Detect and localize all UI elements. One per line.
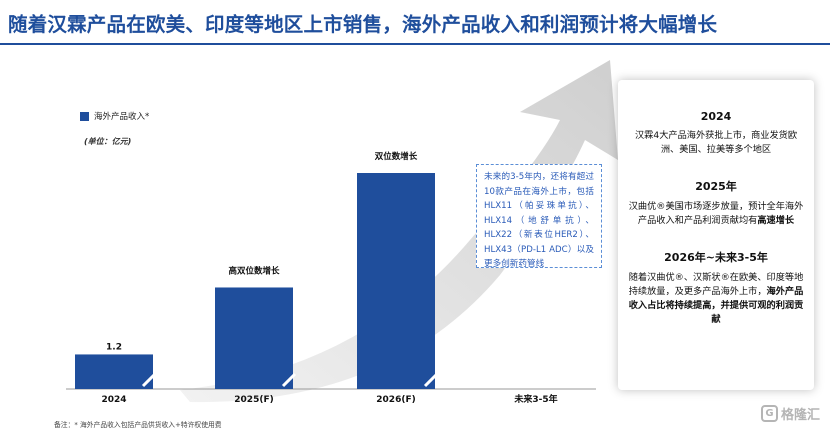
section-body-highlight: 高速增长 [757, 215, 795, 226]
section-body-text: 汉曲优®美国市场逐步放量，预计全年海外产品收入和产品利润贡献均有 [628, 201, 804, 226]
bar-annotation: 双位数增长 [375, 151, 418, 162]
section-body-highlight: 海外产品收入占比将持续提高，并提供可观的利润贡献 [628, 286, 804, 325]
footnote: 备注：* 海外产品收入包括产品供货收入+特许权使用费 [54, 421, 222, 429]
section-body: 随着汉曲优®、汉斯状®在欧美、印度等地持续放量，及更多产品海外上市，海外产品收入… [628, 271, 804, 327]
section-year: 2025年 [695, 180, 737, 193]
page-title: 随着汉霖产品在欧美、印度等地区上市销售，海外产品收入和利润预计将大幅增长 [8, 13, 718, 36]
x-tick-label: 2026(F) [376, 395, 415, 405]
title-divider [0, 43, 830, 45]
watermark-logo-icon: G [760, 405, 778, 422]
chart-legend: 海外产品收入* [80, 110, 149, 122]
timeline-section-2025: 2025年 汉曲优®美国市场逐步放量，预计全年海外产品收入和产品利润贡献均有高速… [628, 178, 804, 228]
axis-break-mark [423, 372, 439, 388]
bar-2 [357, 173, 435, 389]
timeline-panel: 2024 汉霖4大产品海外获批上市，商业发货欧洲、美国、拉美等多个地区 2025… [618, 80, 814, 390]
section-body: 汉曲优®美国市场逐步放量，预计全年海外产品收入和产品利润贡献均有高速增长 [628, 200, 804, 228]
x-tick-label: 2025(F) [234, 395, 273, 405]
timeline-section-future: 2026年~未来3-5年 随着汉曲优®、汉斯状®在欧美、印度等地持续放量，及更多… [628, 249, 804, 327]
watermark-text: 格隆汇 [780, 408, 820, 423]
bar-annotation: 高双位数增长 [228, 265, 280, 276]
section-body: 汉霖4大产品海外获批上市，商业发货欧洲、美国、拉美等多个地区 [634, 130, 798, 155]
legend-label: 海外产品收入* [94, 112, 150, 122]
bar-1 [215, 287, 293, 389]
bar-0 [75, 354, 153, 389]
axis-break-mark [141, 372, 157, 388]
x-tick-label: 2024 [101, 395, 126, 405]
x-tick-label: 未来3-5年 [513, 393, 557, 405]
legend-swatch [80, 111, 89, 121]
section-year: 2024 [700, 110, 732, 123]
section-year: 2026年~未来3-5年 [664, 251, 768, 264]
timeline-section-2024: 2024 汉霖4大产品海外获批上市，商业发货欧洲、美国、拉美等多个地区 [628, 110, 804, 157]
data-label: 1.2 [106, 342, 122, 352]
pipeline-note: 未来的3-5年内，还将有超过10款产品在海外上市，包括HLX11（帕妥珠单抗）、… [476, 164, 602, 269]
chart-unit: (单位：亿元) [84, 137, 132, 146]
section-body-text: 随着汉曲优®、汉斯状®在欧美、印度等地持续放量，及更多产品海外上市， [628, 272, 804, 297]
watermark: G 格隆汇 [760, 404, 820, 423]
axis-break-mark [281, 372, 297, 388]
